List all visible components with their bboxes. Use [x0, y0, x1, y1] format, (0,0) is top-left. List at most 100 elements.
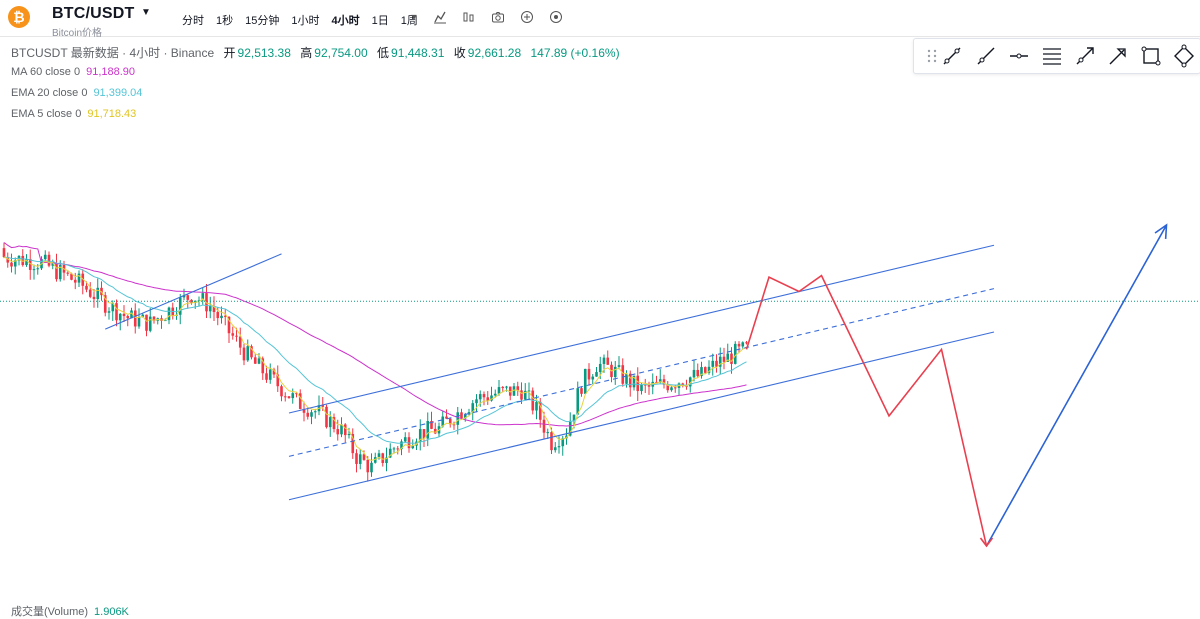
- candle: [475, 394, 478, 413]
- candle: [426, 412, 430, 447]
- candle-body: [81, 273, 85, 286]
- indicator-ema5[interactable]: EMA 5 close 0 91,718.43: [11, 108, 136, 120]
- candle-body: [66, 272, 70, 274]
- candle: [332, 413, 336, 433]
- interval-15m[interactable]: 15分钟: [245, 15, 280, 27]
- legend-open-value: 92,513.38: [237, 46, 291, 60]
- rectangle-icon[interactable]: [1139, 44, 1163, 68]
- interval-tick[interactable]: 分时: [182, 15, 204, 27]
- candle-body: [261, 358, 265, 374]
- candle: [268, 363, 272, 384]
- candle: [647, 381, 651, 395]
- candle-body: [396, 448, 400, 450]
- interval-4h[interactable]: 4小时: [331, 15, 360, 27]
- candle: [595, 367, 598, 377]
- horizontal-line-icon[interactable]: [1007, 44, 1031, 68]
- candle: [325, 404, 328, 429]
- arrow-icon[interactable]: [1106, 44, 1130, 68]
- candle-body: [628, 373, 632, 388]
- plus-circle-icon[interactable]: [519, 9, 535, 25]
- candle-body: [118, 313, 122, 321]
- candle-body: [287, 396, 291, 399]
- settings-circle-icon[interactable]: [548, 9, 564, 25]
- channel-midline: [288, 288, 995, 457]
- candle-body: [130, 310, 133, 319]
- candle: [340, 417, 343, 438]
- interval-1s[interactable]: 1秒: [216, 15, 234, 27]
- candle: [610, 361, 613, 383]
- candle-body: [55, 263, 58, 280]
- candle-body: [355, 453, 358, 464]
- candle-body: [640, 384, 643, 392]
- candle-body: [141, 314, 145, 318]
- candle: [186, 294, 190, 309]
- candle: [613, 360, 617, 385]
- chart-header: ₿ BTC/USDT ▼ Bitcoin价格 分时 1秒 15分钟 1小时 4小…: [0, 0, 1200, 39]
- trend-line-icon[interactable]: [940, 44, 964, 68]
- rotated-rectangle-icon[interactable]: [1172, 44, 1196, 68]
- candle: [670, 385, 673, 392]
- chevron-down-icon[interactable]: ▼: [141, 7, 151, 18]
- candle-body: [148, 316, 152, 331]
- interval-1h[interactable]: 1小时: [291, 15, 320, 27]
- candle-body: [475, 399, 478, 404]
- candle: [628, 370, 632, 397]
- candle: [715, 354, 718, 373]
- candle: [313, 408, 317, 419]
- candle-body: [381, 453, 385, 463]
- candle: [677, 382, 681, 395]
- candle-body: [538, 401, 542, 420]
- candle: [512, 383, 516, 396]
- bar-chart-icon[interactable]: [461, 9, 477, 25]
- symbol-title[interactable]: BTC/USDT: [52, 5, 135, 22]
- candle-body: [336, 429, 340, 435]
- candles-layer: [2, 242, 748, 482]
- candle: [265, 365, 268, 383]
- candle: [508, 386, 512, 401]
- candle-body: [133, 310, 137, 327]
- candle-body: [73, 279, 77, 283]
- candle: [32, 264, 36, 280]
- candlestick-icon[interactable]: [432, 9, 448, 25]
- arrow-line-icon[interactable]: [1073, 44, 1097, 68]
- legend-open-label: 开: [223, 46, 236, 60]
- interval-more-chevron-down-icon[interactable]: ▼: [409, 12, 419, 22]
- camera-icon[interactable]: [490, 9, 506, 25]
- candle-body: [737, 343, 741, 347]
- candle: [92, 289, 96, 308]
- candle: [73, 272, 77, 290]
- candle: [280, 384, 283, 402]
- drag-handle-icon[interactable]: [920, 44, 944, 68]
- price-chart[interactable]: [0, 36, 1200, 602]
- candle: [156, 317, 160, 325]
- candle: [411, 439, 415, 450]
- candle: [287, 396, 291, 399]
- candle: [655, 375, 658, 383]
- indicator-ema20[interactable]: EMA 20 close 0 91,399.04: [11, 87, 142, 99]
- parallel-channel-icon[interactable]: [1040, 44, 1064, 68]
- candle: [531, 387, 535, 415]
- candle-body: [220, 315, 223, 319]
- candle: [137, 308, 141, 329]
- ray-line-icon[interactable]: [974, 44, 998, 68]
- candle: [703, 366, 707, 375]
- indicator-ma60[interactable]: MA 60 close 0 91,188.90: [11, 66, 135, 78]
- candle: [737, 341, 741, 354]
- candle-body: [467, 412, 471, 415]
- candle: [553, 442, 557, 453]
- interval-1d[interactable]: 1日: [371, 15, 389, 27]
- candle: [235, 327, 238, 342]
- candle: [10, 253, 13, 273]
- candle-body: [595, 372, 598, 377]
- candle-body: [216, 312, 220, 319]
- candle-body: [463, 414, 467, 419]
- interval-1w[interactable]: 1周: [400, 15, 418, 27]
- candle-body: [580, 388, 583, 394]
- candle-body: [321, 405, 325, 407]
- candle-body: [647, 384, 651, 387]
- candle-body: [28, 259, 32, 270]
- candle-body: [385, 457, 388, 463]
- candle-body: [362, 454, 366, 460]
- candle-body: [366, 459, 370, 473]
- forecast-red-path: [745, 274, 988, 547]
